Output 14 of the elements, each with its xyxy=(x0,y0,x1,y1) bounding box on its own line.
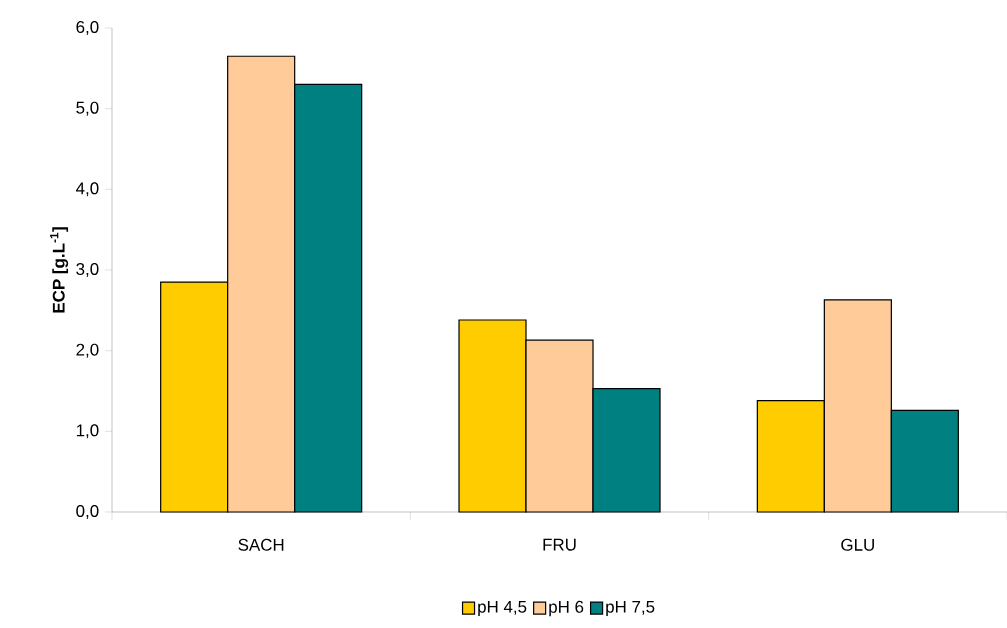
legend-label: pH 4,5 xyxy=(478,600,527,617)
y-tick-label: 1,0 xyxy=(76,424,99,439)
y-tick-label: 5,0 xyxy=(76,101,99,116)
y-tick-label: 4,0 xyxy=(76,182,99,197)
y-axis-title: ECP [g.L$^{-1}$] xyxy=(50,227,69,313)
y-tick-label: 0,0 xyxy=(76,504,99,519)
x-tick-label: SACH xyxy=(238,538,284,551)
legend-label: pH 7,5 xyxy=(606,600,655,617)
legend-label: pH 6 xyxy=(549,600,584,617)
x-tick-label: GLU xyxy=(841,538,874,551)
x-tick-label: FRU xyxy=(543,538,576,551)
y-tick-label: 3,0 xyxy=(76,262,99,277)
y-tick-label: 6,0 xyxy=(76,20,99,35)
y-tick-label: 2,0 xyxy=(76,343,99,358)
